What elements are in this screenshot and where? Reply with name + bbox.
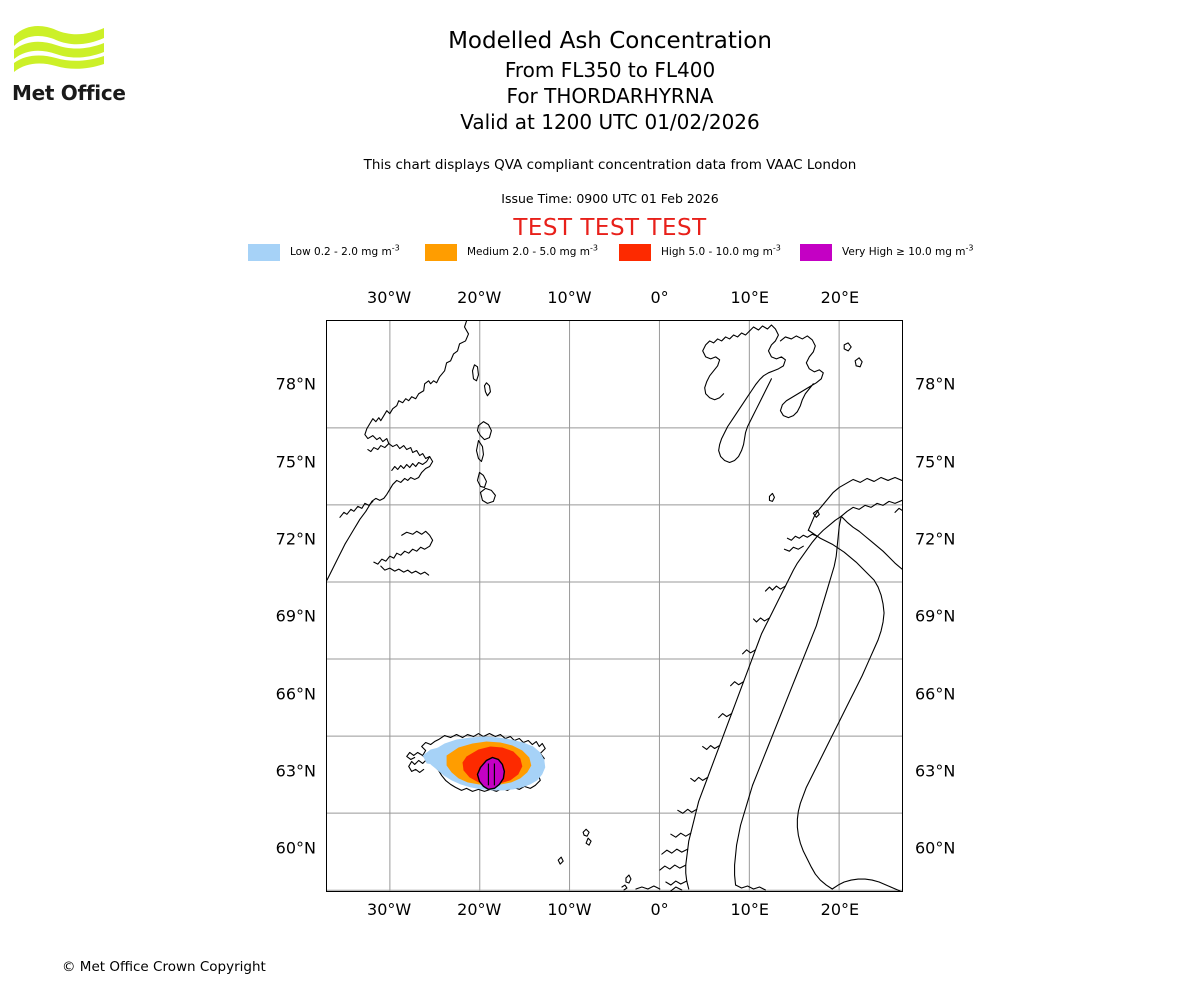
- lon-tick-label-bottom: 20°E: [820, 900, 860, 919]
- met-office-logo: Met Office: [12, 22, 132, 117]
- lat-tick-label-right: 75°N: [915, 452, 956, 472]
- plume-very-high: [476, 756, 506, 791]
- plume-low-west: [422, 747, 445, 765]
- lat-tick-label-left: 69°N: [275, 606, 316, 626]
- lat-tick-label-left: 63°N: [275, 761, 316, 781]
- legend-swatch: [619, 243, 651, 261]
- lon-tick-label-top: 30°W: [367, 288, 412, 307]
- lat-tick-label-right: 63°N: [915, 761, 956, 781]
- lon-tick-label-top: 10°E: [730, 288, 769, 307]
- map-gridlines: [327, 321, 902, 891]
- legend-label: Low 0.2 - 2.0 mg m-3: [290, 243, 400, 258]
- legend-swatch: [800, 243, 832, 261]
- lat-tick-label-left: 78°N: [275, 374, 316, 394]
- lon-tick-label-top: 10°W: [547, 288, 592, 307]
- issue-time: Issue Time: 0900 UTC 01 Feb 2026: [501, 191, 719, 206]
- concentration-legend: Low 0.2 - 2.0 mg m-3 Medium 2.0 - 5.0 mg …: [248, 242, 988, 262]
- lon-tick-label-top: 20°W: [457, 288, 502, 307]
- volcano-subtitle: For THORDARHYRNA: [506, 84, 714, 108]
- lat-tick-label-left: 66°N: [275, 684, 316, 704]
- flight-level-subtitle: From FL350 to FL400: [504, 58, 716, 82]
- valid-time-subtitle: Valid at 1200 UTC 01/02/2026: [460, 110, 760, 134]
- legend-entry: Medium 2.0 - 5.0 mg m-3: [425, 242, 598, 262]
- lat-tick-label-left: 72°N: [275, 529, 316, 549]
- ash-concentration-map: [327, 321, 902, 891]
- lon-tick-label-bottom: 20°W: [457, 900, 502, 919]
- chart-title-block: Modelled Ash Concentration From FL350 to…: [180, 26, 1040, 135]
- lat-tick-label-right: 60°N: [915, 838, 956, 858]
- legend-label: High 5.0 - 10.0 mg m-3: [661, 243, 781, 258]
- lat-tick-label-right: 78°N: [915, 374, 956, 394]
- lat-tick-label-left: 75°N: [275, 452, 316, 472]
- coastlines: [327, 321, 902, 891]
- page-title: Modelled Ash Concentration: [448, 28, 772, 54]
- met-office-logo-text: Met Office: [12, 81, 126, 105]
- qva-note: This chart displays QVA compliant concen…: [363, 157, 857, 173]
- lon-tick-label-bottom: 0°: [650, 900, 669, 919]
- lon-tick-label-bottom: 30°W: [367, 900, 412, 919]
- legend-entry: High 5.0 - 10.0 mg m-3: [619, 242, 781, 262]
- lon-tick-label-top: 20°E: [820, 288, 860, 307]
- lon-tick-label-bottom: 10°E: [730, 900, 769, 919]
- copyright-footer: © Met Office Crown Copyright: [62, 959, 266, 975]
- ash-plume: [422, 736, 546, 791]
- lat-tick-label-right: 72°N: [915, 529, 956, 549]
- legend-swatch: [425, 243, 457, 261]
- plume-vent-marks: [487, 763, 496, 786]
- legend-entry: Very High ≥ 10.0 mg m-3: [800, 242, 973, 262]
- lat-tick-label-right: 69°N: [915, 606, 956, 626]
- lat-tick-label-right: 66°N: [915, 684, 956, 704]
- lat-tick-label-left: 60°N: [275, 838, 316, 858]
- met-office-wave-mark: [14, 26, 104, 72]
- legend-swatch: [248, 243, 280, 261]
- lon-tick-label-bottom: 10°W: [547, 900, 592, 919]
- map-plot-area[interactable]: [326, 320, 903, 892]
- lon-tick-label-top: 0°: [650, 288, 669, 307]
- legend-label: Medium 2.0 - 5.0 mg m-3: [467, 243, 598, 258]
- legend-label: Very High ≥ 10.0 mg m-3: [842, 243, 974, 258]
- legend-entry: Low 0.2 - 2.0 mg m-3: [248, 242, 400, 262]
- test-banner: TEST TEST TEST: [513, 215, 707, 241]
